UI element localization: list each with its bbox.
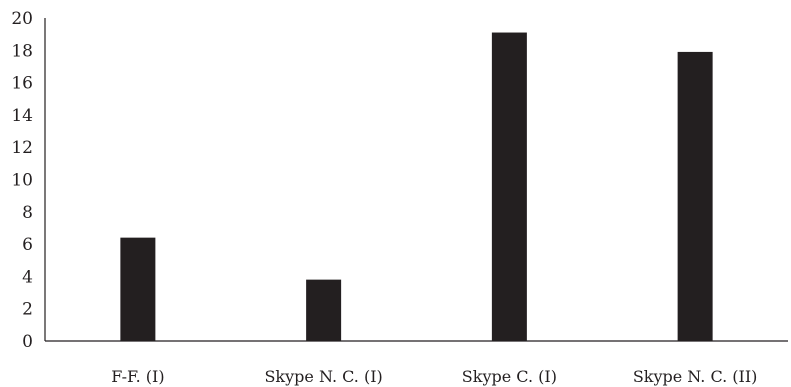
bar (677, 51, 713, 341)
bar (306, 279, 342, 341)
category-labels: F-F. (I) Skype N. C. (I) Skype C. (I) Skype… (111, 367, 757, 386)
category-label: Skype C. (I) (462, 367, 557, 386)
category-label: Skype N. C. (II) (633, 367, 758, 386)
y-tick-label: 14 (11, 106, 33, 126)
bars (120, 32, 713, 341)
bar (120, 237, 156, 341)
y-tick-label: 12 (11, 138, 33, 158)
y-tick-label: 0 (22, 332, 33, 352)
category-label: Skype N. C. (I) (264, 367, 382, 386)
y-tick-labels: 0 2 4 6 8 10 12 14 16 18 20 (11, 9, 33, 352)
y-tick-label: 18 (11, 41, 33, 61)
y-tick-label: 6 (22, 235, 33, 255)
y-tick-label: 10 (11, 171, 33, 191)
category-label: F-F. (I) (111, 367, 164, 386)
y-tick-label: 4 (22, 267, 33, 287)
bar (491, 32, 527, 341)
y-tick-label: 20 (11, 9, 33, 29)
y-tick-label: 2 (22, 300, 33, 320)
y-tick-label: 16 (11, 74, 33, 94)
y-tick-label: 8 (22, 203, 33, 223)
